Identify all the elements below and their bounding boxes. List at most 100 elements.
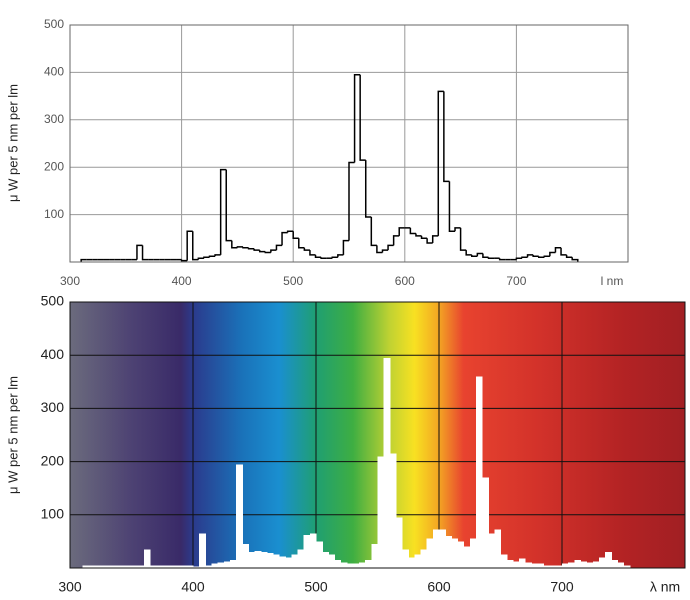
spectrum-bin [537,563,545,568]
spectrum-bin [426,538,434,568]
x-tick-label: 500 [304,579,328,595]
spectrum-bin [162,565,169,568]
x-axis-label: λ nm [650,579,680,595]
spectrum-step [364,160,372,218]
y-tick-label: 500 [41,293,65,309]
y-axis-label: μ W per 5 nm per lm [5,376,20,494]
spectrum-bin [254,550,262,568]
spectrum-step [560,247,567,256]
spectrum-bin [168,565,176,568]
spectrum-step [236,246,243,248]
spectrum-bin [334,560,342,568]
spectrum-bin [180,565,188,568]
spectrum-step [459,227,467,251]
spectrum-bin [383,357,391,568]
spectrum-step [314,254,322,259]
spectrum-step [482,253,489,259]
y-tick-label: 400 [41,346,65,362]
spectrum-bin [223,561,231,568]
spectrum-bin [574,560,582,568]
spectrum-bin [260,552,268,568]
spectrum-step [219,168,227,255]
spectrum-step [571,257,579,262]
spectrum-step [342,239,349,255]
spectrum-step [331,256,338,259]
x-tick-label: 300 [60,274,80,288]
spectrum-bin [119,565,126,568]
spectrum-step [214,254,221,257]
spectrum-step [381,249,389,253]
spectrum-bin [488,533,495,568]
spectrum-step [309,250,316,256]
spectrum-step [348,161,355,241]
spectrum-step [554,247,562,253]
spectrum-bin [309,533,317,568]
spectrum-bin [525,562,532,568]
spectrum-bin [100,565,108,568]
spectrum-bin [279,556,286,568]
spectrum-bin [156,565,163,568]
spectrum-bin [482,477,489,568]
spectrum-step [532,254,539,258]
spectrum-bin [217,562,225,568]
spectrum-step [387,244,394,251]
spectrum-step [303,247,310,251]
spectrum-step [203,256,210,259]
spectrum-bin [408,557,415,568]
spectrum-bin [389,453,397,568]
spectrum-bin [359,562,366,568]
spectrum-bin [316,541,323,568]
spectrum-step [197,257,204,260]
spectrum-bin [623,565,631,568]
spectrum-bin [439,529,446,568]
spectrum-bin [531,563,538,568]
spectrum-step [565,254,573,259]
spectrum-bin [617,562,625,568]
y-axis-label: μ W per 5 nm per lm [5,84,20,202]
spectrum-step [242,246,249,249]
spectrum-step [225,169,232,242]
spectrum-bin [285,557,292,568]
spectrum-bin [340,562,348,568]
spectrum-bin [420,549,428,568]
spectrum-bin [469,538,477,568]
spectrum-step [192,231,199,261]
spectrum-bin [500,554,508,568]
spectrum-bin [377,456,385,568]
spectrum-step [353,74,361,163]
spectrum-step [136,244,143,260]
spectrum-bin [297,549,305,568]
x-tick-label: 600 [395,274,415,288]
spectrum-bin [580,561,588,568]
spectrum-bin [605,552,612,568]
x-tick-label: 700 [506,274,526,288]
spectrum-bin [248,552,256,568]
spectrum-bin [303,535,311,568]
spectrum-step [270,249,277,253]
spectrum-bin [352,563,360,568]
spectrum-bin [395,517,403,568]
spectrum-bin [463,546,471,568]
spectrum-step [247,247,255,250]
spectrum-bin [137,565,145,568]
spectrum-step [476,252,483,257]
spectrum-bin [143,549,151,568]
spectrum-bin [494,529,502,568]
spectrum-bin [512,561,520,568]
spectrum-step [298,238,305,249]
spectrum-step [521,256,528,259]
spectrum-bin [586,562,594,568]
y-tick-label: 300 [41,399,65,415]
spectrum-bin [94,565,102,568]
x-tick-label: 700 [550,579,574,595]
spectrum-step [258,250,266,253]
y-tick-label: 500 [44,17,64,31]
spectrum-bin [193,566,200,568]
spectrum-bin [402,549,409,568]
spectrum-bin [174,565,182,568]
y-tick-label: 400 [44,65,64,79]
spectrum-step [498,258,506,261]
y-tick-label: 300 [44,112,64,126]
spectrum-step [437,90,444,236]
spectrum-bin [322,552,329,568]
